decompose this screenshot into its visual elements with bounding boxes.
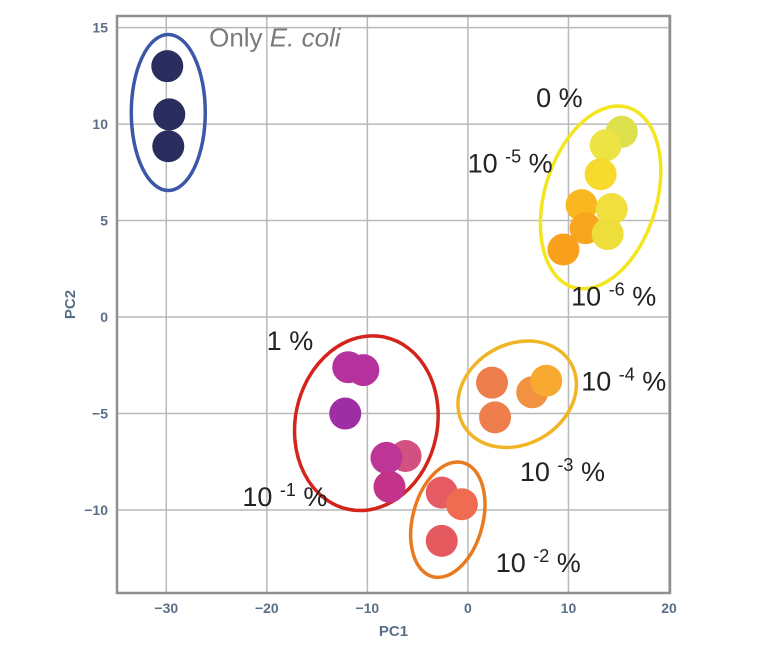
x-tick-label: 20 [661, 600, 677, 616]
x-tick-label: −10 [355, 600, 379, 616]
y-tick-label: −5 [92, 406, 108, 422]
data-point-zero-to-1e-6-percent [547, 233, 580, 266]
annotation-label: 0 % [536, 83, 583, 113]
data-point-1e-4-1e-3-percent [476, 366, 509, 399]
data-point-only-e-coli [152, 130, 185, 163]
data-point-1-to-1e-1-percent [370, 441, 403, 474]
annotation-label: 10 -6 % [571, 280, 656, 312]
x-tick-label: 10 [561, 600, 577, 616]
data-point-only-e-coli [151, 50, 184, 83]
y-axis-title: PC2 [62, 290, 79, 319]
y-tick-label: −10 [84, 502, 108, 518]
data-point-zero-to-1e-6-percent [591, 218, 624, 251]
data-point-1e-4-1e-3-percent [479, 401, 512, 434]
x-tick-label: −30 [154, 600, 178, 616]
annotation-label: 10 -1 % [242, 480, 327, 512]
y-tick-label: 0 [100, 309, 108, 325]
plot-border [115, 14, 672, 595]
cluster-ellipse-zero-to-1e-6-percent [538, 104, 663, 291]
data-point-1e-2-percent [425, 524, 458, 557]
cluster-ellipse-1-to-1e-1-percent [292, 334, 440, 513]
annotation-label: 1 % [267, 326, 314, 356]
x-tick-label: 0 [464, 600, 472, 616]
annotation-label: 10 -2 % [496, 546, 581, 578]
annotation-label: 10 -5 % [468, 146, 553, 178]
x-tick-label: −20 [255, 600, 279, 616]
data-point-1e-4-1e-3-percent [530, 364, 563, 397]
x-axis-title: PC1 [379, 623, 408, 640]
data-point-1-to-1e-1-percent [373, 470, 406, 503]
y-tick-label: 5 [100, 213, 108, 229]
y-tick-label: 15 [92, 20, 108, 36]
data-point-only-e-coli [153, 98, 186, 131]
data-point-1-to-1e-1-percent [329, 397, 362, 430]
annotation-label: Only E. coli [209, 23, 342, 53]
cluster-ellipse-1e-2-percent [408, 460, 487, 580]
data-point-1e-2-percent [445, 488, 478, 521]
data-point-zero-to-1e-6-percent [595, 192, 628, 225]
y-tick-label: 10 [92, 116, 108, 132]
annotation-label: 10 -3 % [520, 455, 605, 487]
cluster-ellipse-1e-4-1e-3-percent [456, 339, 579, 450]
data-point-zero-to-1e-6-percent [584, 158, 617, 191]
annotation-label: 10 -4 % [581, 364, 666, 396]
cluster-ellipse-only-e-coli [129, 32, 208, 193]
data-point-1-to-1e-1-percent [347, 354, 380, 387]
data-point-zero-to-1e-6-percent [589, 129, 622, 162]
